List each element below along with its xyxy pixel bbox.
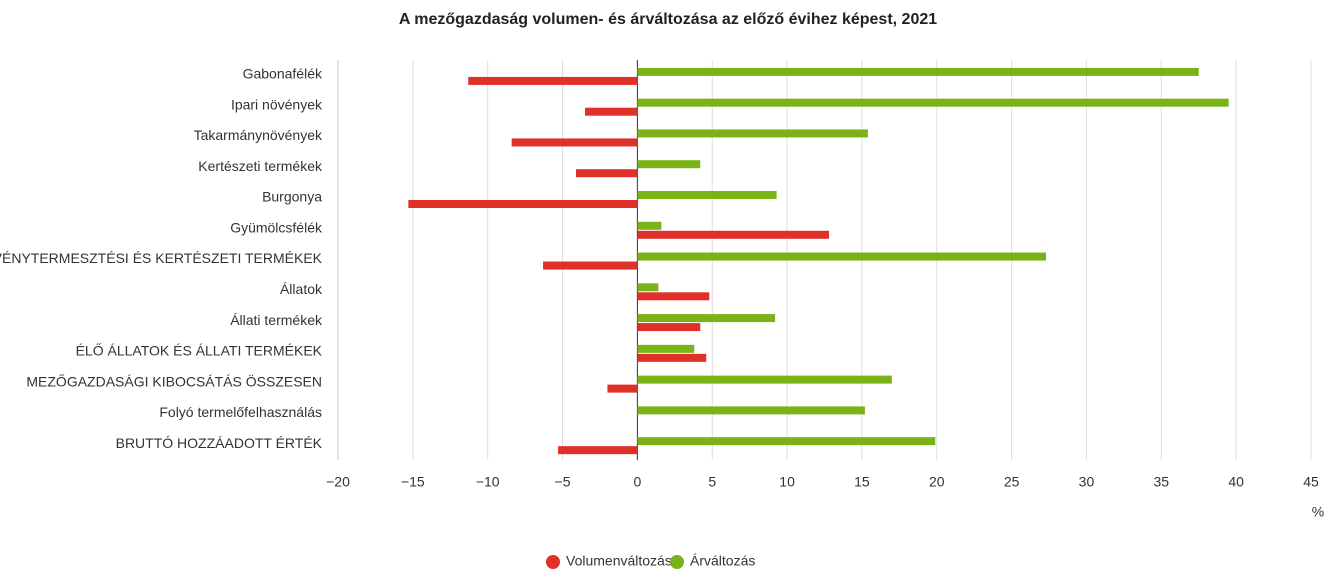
bar xyxy=(637,292,710,301)
bar xyxy=(408,200,638,208)
bar xyxy=(511,138,638,147)
y-tick-label: NÖVÉNYTERMESZTÉSI ÉS KERTÉSZETI TERMÉKEK xyxy=(0,249,323,266)
bar xyxy=(637,230,829,239)
bar xyxy=(637,67,1199,76)
bar xyxy=(637,221,662,230)
x-axis-label: % xyxy=(1312,504,1324,520)
legend-marker xyxy=(546,555,560,569)
bar xyxy=(637,314,776,323)
legend-label: Árváltozás xyxy=(690,553,755,569)
y-tick-label: Folyó termelőfelhasználás xyxy=(159,404,322,420)
legend-marker xyxy=(670,555,684,569)
x-tick-label: −10 xyxy=(476,474,500,490)
y-tick-label: Ipari növények xyxy=(231,96,323,112)
y-tick-label: Takarmánynövények xyxy=(194,127,323,143)
y-tick-label: BRUTTÓ HOZZÁADOTT ÉRTÉK xyxy=(116,435,323,451)
bar xyxy=(637,375,892,384)
bar xyxy=(637,353,707,362)
x-tick-label: 25 xyxy=(1004,474,1020,490)
x-tick-label: 10 xyxy=(779,474,795,490)
bar xyxy=(637,283,659,292)
y-tick-label: Kertészeti termékek xyxy=(198,158,323,174)
chart-title: A mezőgazdaság volumen- és árváltozása a… xyxy=(399,11,937,28)
x-tick-label: −5 xyxy=(555,474,571,490)
bar xyxy=(637,406,865,415)
x-tick-label: 0 xyxy=(633,474,641,490)
bar xyxy=(637,160,701,169)
bar xyxy=(576,169,638,178)
bar xyxy=(637,191,777,199)
legend-label: Volumenváltozás xyxy=(566,553,672,569)
x-tick-label: 30 xyxy=(1079,474,1095,490)
bar xyxy=(558,446,638,455)
y-tick-label: ÉLŐ ÁLLATOK ÉS ÁLLATI TERMÉKEK xyxy=(76,343,323,359)
bar xyxy=(543,261,638,270)
x-tick-label: −15 xyxy=(401,474,425,490)
bar xyxy=(637,344,695,353)
bar xyxy=(607,384,638,393)
x-tick-label: 20 xyxy=(929,474,945,490)
bar xyxy=(584,107,638,116)
bar xyxy=(637,437,936,446)
bar xyxy=(468,76,638,85)
y-tick-label: Burgonya xyxy=(262,189,322,205)
x-tick-label: 15 xyxy=(854,474,870,490)
y-tick-label: Állatok xyxy=(280,281,323,297)
x-tick-label: −20 xyxy=(326,474,350,490)
y-tick-label: MEZŐGAZDASÁGI KIBOCSÁTÁS ÖSSZESEN xyxy=(26,372,322,389)
y-tick-label: Gyümölcsfélék xyxy=(230,219,323,235)
y-tick-label: Állati termékek xyxy=(230,312,323,328)
bar xyxy=(637,129,868,138)
bar xyxy=(637,98,1229,107)
bar xyxy=(637,323,701,332)
x-tick-label: 40 xyxy=(1228,474,1244,490)
bar xyxy=(637,252,1047,261)
y-tick-label: Gabonafélék xyxy=(243,66,323,82)
x-tick-label: 5 xyxy=(708,474,716,490)
x-tick-label: 35 xyxy=(1154,474,1170,490)
x-tick-label: 45 xyxy=(1303,474,1319,490)
